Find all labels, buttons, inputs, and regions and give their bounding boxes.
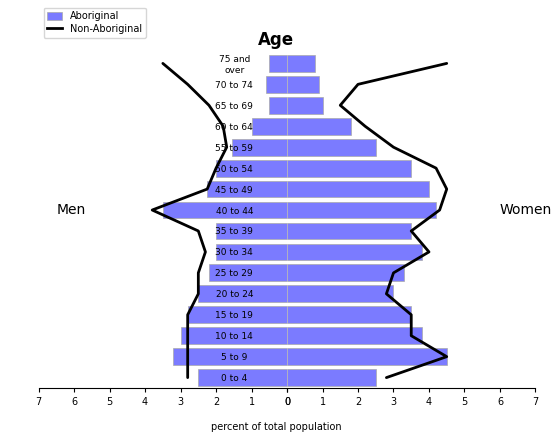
Bar xyxy=(252,118,287,135)
Bar xyxy=(198,369,287,386)
Bar xyxy=(287,55,315,72)
Bar xyxy=(287,139,376,156)
Bar xyxy=(287,265,404,281)
Bar xyxy=(287,97,322,114)
Bar xyxy=(287,285,394,302)
Bar xyxy=(232,139,287,156)
Bar xyxy=(287,76,319,93)
Bar xyxy=(287,243,422,260)
Bar xyxy=(266,76,287,93)
Bar xyxy=(269,55,287,72)
Bar xyxy=(287,223,411,239)
Bar xyxy=(173,348,287,365)
Bar xyxy=(216,160,287,176)
Bar xyxy=(181,327,287,344)
Bar xyxy=(287,118,351,135)
Bar xyxy=(209,265,287,281)
Bar xyxy=(198,285,287,302)
Bar xyxy=(163,202,287,218)
Text: percent of total population: percent of total population xyxy=(211,422,341,432)
Bar xyxy=(207,181,287,198)
Bar xyxy=(287,348,447,365)
Bar xyxy=(216,243,287,260)
Bar xyxy=(287,327,422,344)
Bar xyxy=(287,306,411,323)
Bar xyxy=(287,181,429,198)
Bar xyxy=(287,202,436,218)
Bar xyxy=(287,160,411,176)
Bar xyxy=(287,369,376,386)
Text: Men: Men xyxy=(56,203,86,217)
Bar xyxy=(269,97,287,114)
Legend: Aboriginal, Non-Aboriginal: Aboriginal, Non-Aboriginal xyxy=(44,7,146,38)
Bar xyxy=(188,306,287,323)
Bar xyxy=(216,223,287,239)
Text: Age: Age xyxy=(258,31,294,49)
Text: Women: Women xyxy=(500,203,552,217)
